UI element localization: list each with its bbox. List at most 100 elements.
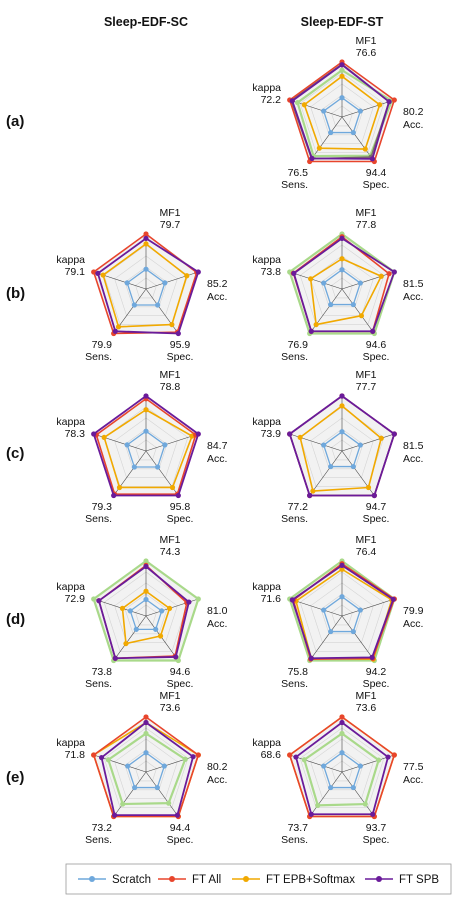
series-line-scratch <box>126 430 166 468</box>
grid-ring <box>299 244 385 325</box>
grid-ring <box>124 266 168 308</box>
axis-value-kappa: 68.6 <box>261 749 282 761</box>
point-ft-all-kappa <box>91 752 97 758</box>
point-ft-epb-softmax-acc <box>184 273 190 279</box>
grid-ring <box>320 94 364 136</box>
axis-label-sens: Sens. <box>85 678 112 690</box>
axis-value-mf1: 74.3 <box>160 546 181 558</box>
point-ft-all-kappa <box>287 752 293 758</box>
point-ft-spb-sens <box>112 812 118 818</box>
axis-value-sens: 73.8 <box>92 666 113 678</box>
axis-value-spec: 94.2 <box>366 666 387 678</box>
series-line-ft-epb-softmax <box>299 405 383 492</box>
point-ft-spb-mf1 <box>143 235 149 241</box>
point-scratch-acc <box>162 442 168 448</box>
radar-charts: MF176.6Acc.80.2Spec.94.4Sens.76.5kappa72… <box>56 35 423 846</box>
axis-label-spec: Spec. <box>363 179 390 191</box>
series-line-scratch <box>127 752 165 789</box>
axis-label-acc: Acc. <box>207 618 227 630</box>
axis-value-kappa: 72.9 <box>65 593 86 605</box>
point-ft-epb-softmax-sens <box>316 145 322 151</box>
axis-label-spec: Spec. <box>167 678 194 690</box>
point-scratch-acc <box>161 763 167 769</box>
axis-value-sens: 76.5 <box>288 167 309 179</box>
axis-value-spec: 94.7 <box>366 501 387 513</box>
axis-value-acc: 81.5 <box>403 440 424 452</box>
point-ft-spb-acc <box>390 596 396 602</box>
axis-value-acc: 80.2 <box>403 106 424 118</box>
axis-label-spec: Spec. <box>167 513 194 525</box>
point-ft-spb-spec <box>369 156 375 162</box>
point-light-green-mf1 <box>339 730 345 737</box>
grid-ring <box>124 749 168 791</box>
series-line-light-green <box>303 732 380 807</box>
legend-marker-ft-all <box>169 876 175 882</box>
point-ft-all-kappa <box>91 269 97 275</box>
axis-label-kappa: kappa <box>56 416 85 428</box>
point-scratch-mf1 <box>143 266 149 272</box>
point-scratch-mf1 <box>339 95 345 101</box>
point-scratch-kappa <box>124 280 130 286</box>
spoke-line <box>309 615 343 661</box>
point-light-green-spec <box>362 801 368 807</box>
point-ft-epb-softmax-acc <box>378 273 384 279</box>
spoke-line <box>145 771 179 817</box>
point-ft-spb-sens <box>111 492 117 499</box>
point-scratch-spec <box>350 463 356 470</box>
series-line-ft-spb <box>92 395 200 497</box>
point-ft-spb-acc <box>391 431 397 437</box>
series-line-ft-spb <box>288 395 396 497</box>
point-light-green-mf1 <box>143 730 149 737</box>
point-ft-epb-softmax-acc <box>377 102 383 108</box>
axis-value-mf1: 76.6 <box>356 47 377 59</box>
axis-label-kappa: kappa <box>252 581 281 593</box>
axis-label-spec: Spec. <box>167 834 194 846</box>
axis-value-acc: 79.9 <box>403 605 424 617</box>
point-light-green-sens <box>120 801 126 807</box>
axis-value-spec: 94.4 <box>366 167 387 179</box>
axis-label-acc: Acc. <box>403 618 423 630</box>
series-line-scratch <box>323 269 361 306</box>
point-ft-epb-softmax-kappa <box>308 276 314 282</box>
axis-label-acc: Acc. <box>207 291 227 303</box>
point-scratch-mf1 <box>339 429 345 435</box>
point-light-green-kappa <box>294 99 301 106</box>
axis-value-sens: 79.9 <box>92 339 113 351</box>
point-ft-spb-kappa <box>96 598 102 604</box>
point-ft-spb-kappa <box>293 754 299 760</box>
point-light-green-spec <box>175 657 181 664</box>
grid-ring <box>331 604 353 626</box>
point-light-green-kappa <box>105 757 111 763</box>
axis-label-spec: Spec. <box>363 513 390 525</box>
point-light-green-spec <box>166 800 172 806</box>
series-line-scratch <box>323 431 361 468</box>
spoke-line <box>341 615 375 661</box>
point-ft-spb-acc <box>386 99 392 105</box>
series-line-ft-epb-softmax <box>121 590 171 645</box>
point-ft-all-acc <box>391 97 397 103</box>
axis-label-spec: Spec. <box>363 834 390 846</box>
point-ft-spb-mf1 <box>143 719 149 726</box>
axis-label-mf1: MF1 <box>356 690 377 702</box>
grid-ring <box>320 428 364 470</box>
point-ft-spb-spec <box>371 492 377 499</box>
axis-value-kappa: 78.3 <box>65 428 86 440</box>
point-ft-spb-spec <box>369 654 375 660</box>
point-ft-spb-mf1 <box>339 393 345 399</box>
point-scratch-kappa <box>321 607 327 613</box>
grid-ring <box>310 582 374 643</box>
point-ft-spb-sens <box>309 155 315 161</box>
axis-value-kappa: 71.8 <box>65 749 86 761</box>
point-ft-epb-softmax-mf1 <box>339 403 345 409</box>
point-ft-epb-softmax-sens <box>310 488 316 494</box>
point-scratch-spec <box>154 784 160 791</box>
axis-value-kappa: 71.6 <box>261 593 282 605</box>
grid-ring <box>331 277 353 299</box>
axis-label-acc: Acc. <box>403 119 423 131</box>
series-line-ft-spb <box>291 564 395 660</box>
grid-ring <box>331 760 353 782</box>
point-scratch-spec <box>350 301 356 308</box>
